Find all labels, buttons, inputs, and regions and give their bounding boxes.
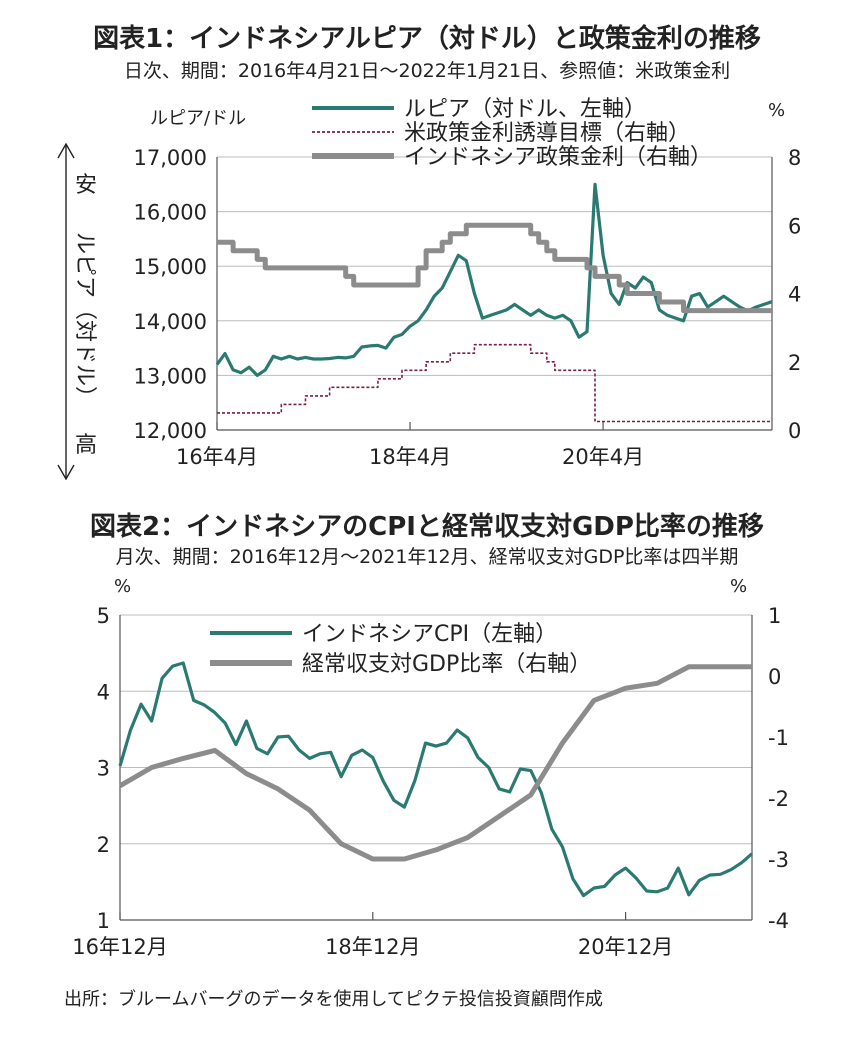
y-right-tick-label: -1 xyxy=(768,726,789,750)
legend-label-0: インドネシアCPI（左軸） xyxy=(302,622,557,647)
chart2-right-unit: % xyxy=(730,576,748,597)
y-left-tick-label: 2 xyxy=(97,833,110,857)
series-line-1 xyxy=(118,664,752,862)
y-left-tick-label: 3 xyxy=(97,757,110,781)
legend-label-1: 米政策金利誘導目標（右軸） xyxy=(404,121,690,146)
y-left-tick-label: 15,000 xyxy=(134,255,207,279)
chart2-subtitle: 月次、期間：2016年12月～2021年12月、経常収支対GDP比率は四半期 xyxy=(115,546,739,568)
x-tick-label: 18年4月 xyxy=(369,445,451,469)
x-tick-label: 20年4月 xyxy=(562,445,644,469)
y-right-tick-label: 8 xyxy=(788,146,801,170)
x-tick-label: 18年12月 xyxy=(325,935,420,959)
chart2-title: 図表2：インドネシアのCPIと経常収支対GDP比率の推移 xyxy=(90,512,764,542)
x-tick-label: 16年12月 xyxy=(72,935,167,959)
chart1-left-unit: ルピア/ドル xyxy=(150,108,247,129)
y-right-tick-label: 0 xyxy=(768,665,781,689)
legend-label-1: 経常収支対GDP比率（右軸） xyxy=(302,652,591,677)
axis-arrow-up xyxy=(57,142,75,159)
chart1-title: 図表1：インドネシアルピア（対ドル）と政策金利の推移 xyxy=(93,24,761,54)
y-right-tick-label: -2 xyxy=(768,787,789,811)
y-left-tick-label: 12,000 xyxy=(134,419,207,443)
x-tick-label: 16年4月 xyxy=(176,445,258,469)
y-left-tick-label: 13,000 xyxy=(134,364,207,388)
chart1: 12,000 13,000 14,000 15,000 16,000 17,000 0 2 4 6… xyxy=(57,97,801,480)
legend-label-2: インドネシア政策金利（右軸） xyxy=(404,145,712,170)
source-note: 出所：ブルームバーグのデータを使用してピクテ投信投資顧問作成 xyxy=(64,989,603,1010)
y-left-tick-label: 1 xyxy=(97,909,110,933)
axis-arrow-down xyxy=(57,464,75,480)
y-right-tick-label: -3 xyxy=(768,848,789,872)
y-right-tick-label: 1 xyxy=(768,604,781,628)
y-left-tick-label: 14,000 xyxy=(134,310,207,334)
y-left-tick-label: 16,000 xyxy=(134,201,207,225)
series-line-1 xyxy=(217,343,772,423)
series-line-0 xyxy=(118,661,754,898)
series-line-0 xyxy=(215,182,773,377)
y-left-tick-label: 5 xyxy=(97,604,110,628)
y-right-tick-label: 6 xyxy=(788,214,801,238)
chart1-subtitle: 日次、期間：2016年4月21日～2022年1月21日、参照値：米政策金利 xyxy=(123,60,731,82)
y-annotation-top: 安 xyxy=(75,173,97,198)
x-tick-label: 20年12月 xyxy=(578,935,673,959)
legend-label-0: ルピア（対ドル、左軸） xyxy=(404,97,646,122)
y-left-tick-label: 4 xyxy=(97,680,110,704)
y-left-tick-label: 17,000 xyxy=(134,146,207,170)
y-right-tick-label: -4 xyxy=(768,909,789,933)
series-line-2 xyxy=(217,222,772,314)
y-right-tick-label: 4 xyxy=(788,283,801,307)
chart1-right-unit: % xyxy=(768,100,786,121)
chart2-left-unit: % xyxy=(114,576,132,597)
y-annotation-mid: ルピア（対ドル） xyxy=(72,232,97,408)
y-annotation-bottom: 高 xyxy=(75,433,97,458)
y-right-tick-label: 0 xyxy=(788,419,801,443)
y-right-tick-label: 2 xyxy=(788,351,801,375)
